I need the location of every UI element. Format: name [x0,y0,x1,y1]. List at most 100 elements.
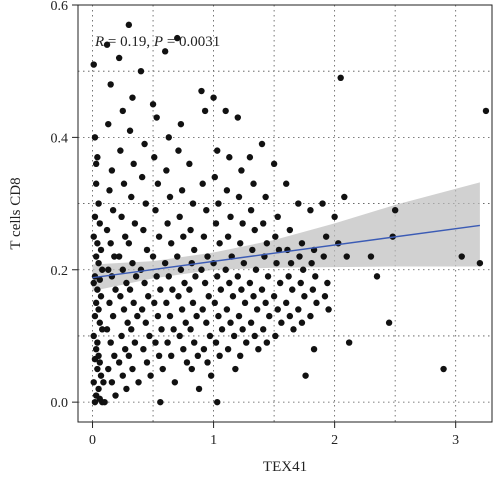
data-point [270,293,278,300]
data-point [251,226,258,234]
data-point [122,345,129,353]
data-point [251,332,258,340]
data-point [147,372,154,379]
data-point [247,319,255,326]
data-point [263,240,271,247]
data-point [119,107,126,115]
y-tick-label: 0.0 [51,396,69,411]
data-point [234,273,241,280]
data-point [226,279,233,287]
data-point [206,332,214,340]
data-point [154,312,162,320]
data-point [290,326,297,333]
data-point [157,398,164,406]
y-axis-title: T cells CD8 [8,177,24,249]
data-point [129,365,136,373]
data-point [137,67,145,75]
data-point [237,240,244,247]
p-symbol: P [153,34,163,50]
data-point [270,160,278,168]
data-point [107,339,114,346]
data-point [230,332,238,340]
data-point [216,352,223,360]
data-point [107,81,114,88]
data-point [138,306,146,313]
data-point [158,326,165,333]
data-point [283,299,290,307]
data-point [135,379,142,386]
data-point [115,359,123,366]
data-point [153,114,160,121]
data-point [96,319,103,326]
y-tick-label: 0.6 [51,0,69,14]
data-point [212,220,220,227]
data-point [166,312,174,320]
data-point [129,94,136,101]
data-point [151,299,158,307]
data-point [246,154,254,161]
data-point [90,379,97,386]
data-point [297,279,304,287]
data-point [132,273,140,280]
data-point [262,299,269,307]
data-point [134,312,141,320]
data-point [198,266,205,273]
data-point [211,173,218,181]
correlation-annotation: R = 0.19, P = 0.0031 [94,34,220,50]
data-point [235,312,243,320]
data-point [188,259,195,267]
data-point [105,266,112,273]
data-point [238,167,245,174]
data-point [274,213,281,221]
data-point [262,193,269,201]
data-point [222,107,229,115]
data-point [166,193,174,201]
data-point [177,120,185,128]
x-tick-label: 2 [331,433,338,448]
data-point [195,385,203,393]
data-point [214,147,221,154]
data-point [154,180,162,187]
data-point [118,332,125,340]
data-point [171,379,179,386]
data-point [301,293,308,300]
data-point [200,345,208,353]
data-point [186,160,193,168]
data-point [194,352,202,360]
y-tick-label: 0.4 [51,131,69,146]
data-point [163,167,170,174]
data-point [96,359,103,366]
data-point [143,246,151,254]
data-point [295,306,302,313]
data-point [164,339,171,346]
data-point [212,339,220,346]
data-point [94,240,101,247]
data-point [92,180,100,187]
data-point [91,134,99,141]
r-symbol: R [94,34,104,50]
data-point [385,319,393,326]
data-point [119,372,126,379]
data-point [273,259,280,267]
data-point [177,266,185,273]
data-point [176,213,183,221]
data-point [163,299,170,307]
data-point [170,326,177,333]
data-point [226,154,233,161]
data-point [146,332,153,340]
data-point [140,345,147,353]
data-point [117,293,124,300]
data-point [274,306,281,313]
data-point [309,286,317,293]
data-point [92,253,100,260]
data-point [223,306,231,313]
data-point [100,379,107,386]
data-point [90,279,97,287]
data-point [164,220,171,227]
data-point [131,339,139,346]
data-point [118,213,125,221]
data-point [307,206,314,214]
p-value: = 0.0031 [163,34,220,50]
data-point [260,326,267,333]
